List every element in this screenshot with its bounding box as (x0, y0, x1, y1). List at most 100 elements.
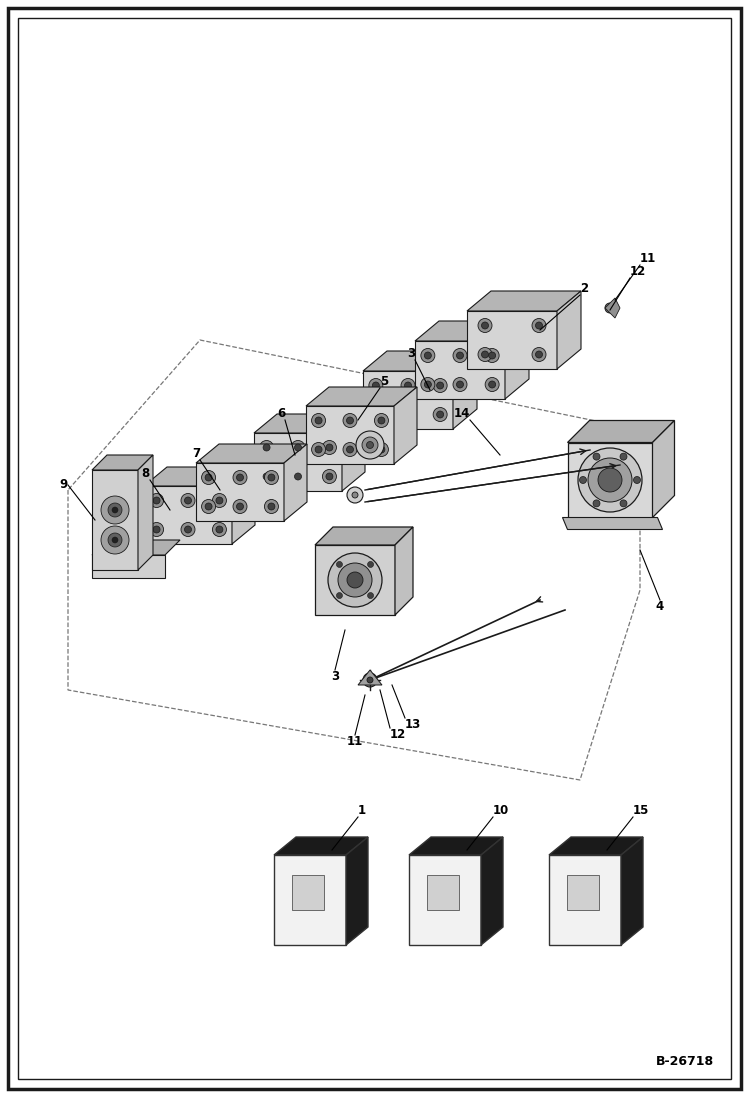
Circle shape (485, 377, 499, 392)
Circle shape (213, 522, 226, 536)
Polygon shape (467, 291, 581, 312)
Circle shape (368, 562, 374, 567)
Text: 9: 9 (60, 478, 68, 491)
Text: 7: 7 (192, 446, 200, 460)
Polygon shape (284, 444, 307, 521)
Text: 3: 3 (331, 670, 339, 683)
Circle shape (366, 441, 374, 449)
Polygon shape (363, 351, 477, 371)
Polygon shape (92, 555, 165, 578)
Circle shape (362, 437, 378, 453)
Circle shape (205, 474, 212, 480)
Circle shape (315, 417, 322, 425)
Circle shape (536, 323, 542, 329)
Circle shape (263, 444, 270, 451)
Circle shape (352, 491, 358, 498)
Polygon shape (274, 837, 368, 855)
Circle shape (347, 487, 363, 504)
Polygon shape (92, 540, 180, 555)
Circle shape (216, 497, 223, 504)
Polygon shape (549, 855, 621, 945)
Polygon shape (254, 414, 365, 433)
Polygon shape (395, 527, 413, 615)
Circle shape (433, 378, 447, 393)
Polygon shape (315, 545, 395, 615)
Polygon shape (562, 518, 663, 530)
Polygon shape (394, 387, 417, 464)
Circle shape (347, 417, 354, 425)
Circle shape (488, 381, 496, 388)
Circle shape (425, 381, 431, 388)
Circle shape (150, 522, 163, 536)
Circle shape (369, 378, 383, 393)
Circle shape (201, 499, 216, 513)
Polygon shape (363, 371, 453, 429)
Circle shape (593, 500, 600, 507)
Circle shape (294, 473, 302, 480)
Polygon shape (196, 444, 307, 463)
Circle shape (437, 382, 443, 389)
Circle shape (634, 476, 640, 484)
Circle shape (237, 474, 243, 480)
Circle shape (312, 414, 326, 428)
Circle shape (453, 349, 467, 362)
Polygon shape (409, 855, 481, 945)
Polygon shape (92, 470, 138, 570)
Text: 1: 1 (358, 804, 366, 817)
Polygon shape (292, 875, 324, 911)
Text: 4: 4 (656, 600, 664, 613)
Circle shape (453, 377, 467, 392)
Circle shape (372, 411, 379, 418)
Circle shape (326, 444, 333, 451)
Circle shape (112, 538, 118, 543)
Circle shape (485, 349, 499, 362)
Circle shape (456, 381, 464, 388)
Circle shape (263, 473, 270, 480)
Polygon shape (409, 837, 503, 855)
Circle shape (315, 446, 322, 453)
Circle shape (401, 378, 415, 393)
Circle shape (336, 562, 342, 567)
Circle shape (201, 471, 216, 485)
Text: 5: 5 (380, 375, 388, 388)
Circle shape (336, 592, 342, 599)
Circle shape (356, 431, 384, 459)
Text: 8: 8 (142, 467, 150, 480)
Text: 10: 10 (493, 804, 509, 817)
Circle shape (367, 677, 373, 683)
Circle shape (233, 499, 247, 513)
Circle shape (184, 525, 192, 533)
Polygon shape (306, 406, 394, 464)
Polygon shape (652, 420, 675, 518)
Polygon shape (342, 414, 365, 491)
Circle shape (593, 453, 600, 460)
Circle shape (108, 533, 122, 547)
Text: 14: 14 (454, 407, 470, 420)
Polygon shape (568, 420, 675, 442)
Circle shape (338, 563, 372, 597)
Circle shape (101, 525, 129, 554)
Circle shape (421, 377, 435, 392)
Circle shape (456, 352, 464, 359)
Circle shape (181, 522, 195, 536)
Circle shape (326, 473, 333, 480)
Polygon shape (232, 467, 255, 544)
Polygon shape (621, 837, 643, 945)
Polygon shape (254, 433, 342, 491)
Text: 12: 12 (390, 728, 406, 740)
Text: 13: 13 (405, 719, 421, 731)
Text: 11: 11 (347, 735, 363, 748)
Circle shape (312, 442, 326, 456)
Circle shape (108, 504, 122, 517)
Polygon shape (306, 387, 417, 406)
Circle shape (578, 448, 642, 512)
Polygon shape (505, 321, 529, 399)
Polygon shape (481, 837, 503, 945)
Circle shape (328, 553, 382, 607)
Circle shape (437, 411, 443, 418)
Text: 11: 11 (640, 252, 656, 265)
Circle shape (291, 470, 305, 484)
Circle shape (268, 504, 275, 510)
Polygon shape (138, 455, 153, 570)
Circle shape (343, 414, 357, 428)
